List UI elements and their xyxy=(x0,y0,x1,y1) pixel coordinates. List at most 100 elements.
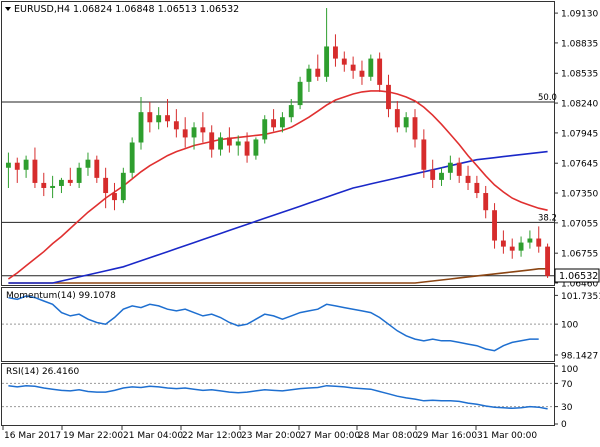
candle-body xyxy=(5,162,11,168)
price-tick-label: 1.08535 xyxy=(561,70,598,80)
current-price-box xyxy=(554,268,600,283)
ohlc-text: 1.06824 1.06848 1.06513 1.06532 xyxy=(73,4,239,15)
dropdown-triangle-icon[interactable] xyxy=(5,7,11,11)
fib-level-label: 38.2 xyxy=(538,213,557,223)
fib-level-label: 50.0 xyxy=(538,93,557,103)
candle-body xyxy=(103,177,109,194)
candle-body xyxy=(173,121,179,130)
momentum-tick-label: 98.1427 xyxy=(561,351,598,361)
candle-body xyxy=(253,139,259,156)
candle-body xyxy=(191,127,197,138)
sma-fast-line xyxy=(7,90,548,280)
time-tick-label: 21 Mar 04:00 xyxy=(123,431,183,441)
candle-body xyxy=(14,162,20,170)
rsi-pane-frame xyxy=(1,363,555,426)
candle-body xyxy=(359,70,365,77)
price-tick-label: 1.07645 xyxy=(561,160,598,170)
time-tick-label: 27 Mar 00:00 xyxy=(300,431,360,441)
candle-body xyxy=(235,141,241,146)
candle-body xyxy=(341,58,347,65)
time-tick-label: 29 Mar 16:00 xyxy=(417,431,477,441)
candle-body xyxy=(41,182,47,188)
time-tick-label: 28 Mar 08:00 xyxy=(358,431,418,441)
time-tick-label: 22 Mar 12:00 xyxy=(182,431,242,441)
candle-body xyxy=(324,46,330,77)
rsi-tick-label: 0 xyxy=(561,420,567,430)
candle-body xyxy=(394,109,400,128)
candle-body xyxy=(518,242,524,251)
current-price-label: 1.06532 xyxy=(559,271,598,282)
candle-body xyxy=(288,105,294,118)
candle-body xyxy=(333,46,338,59)
candle-body xyxy=(456,162,462,176)
candle-body xyxy=(209,132,215,150)
candle-body xyxy=(377,58,383,85)
candle-body xyxy=(226,137,232,146)
candle-body xyxy=(412,117,418,140)
candle-body xyxy=(120,172,126,201)
candle-body xyxy=(50,185,56,188)
candle-body xyxy=(465,175,471,183)
candle-body xyxy=(421,139,427,170)
candle-body xyxy=(271,119,277,128)
candle-body xyxy=(244,141,250,156)
candle-body xyxy=(23,159,29,170)
candle-body xyxy=(483,193,489,211)
price-pane-frame xyxy=(1,1,555,286)
candle-body xyxy=(297,81,303,106)
candle-body xyxy=(156,115,162,123)
price-tick-label: 1.06460 xyxy=(561,280,598,290)
candle-body xyxy=(112,193,117,201)
candle-body xyxy=(165,115,170,122)
momentum-tick-label: 101.7351 xyxy=(561,292,600,302)
candle-body xyxy=(545,246,551,276)
candle-body xyxy=(492,210,497,241)
price-tick-label: 1.06755 xyxy=(561,250,598,260)
candle-body xyxy=(94,159,100,178)
candle-body xyxy=(315,68,321,77)
candle-body xyxy=(279,117,285,128)
time-tick-label: 31 Mar 00:00 xyxy=(477,431,537,441)
time-tick-label: 19 Mar 22:00 xyxy=(63,431,123,441)
sma-slow-line xyxy=(8,268,548,284)
candle-body xyxy=(182,129,188,138)
time-tick-label: 23 Mar 20:00 xyxy=(241,431,301,441)
candle-body xyxy=(403,117,409,128)
candle-body xyxy=(67,179,73,183)
candle-body xyxy=(430,169,436,180)
candle-body xyxy=(59,179,64,186)
time-tick-label: 16 Mar 2017 xyxy=(4,431,61,441)
candle-body xyxy=(474,182,480,194)
price-tick-label: 1.08835 xyxy=(561,39,598,49)
candle-body xyxy=(350,64,356,71)
candle-body xyxy=(138,112,144,143)
rsi-tick-label: 30 xyxy=(561,403,573,413)
candle-body xyxy=(262,119,268,140)
symbol-label: EURUSD,H4 xyxy=(14,4,70,15)
candle-body xyxy=(447,162,453,173)
candle-body xyxy=(500,240,506,247)
candle-body xyxy=(306,68,312,82)
rsi-title: RSI(14) 26.4160 xyxy=(6,367,79,377)
candle-body xyxy=(536,238,542,247)
rsi-tick-label: 100 xyxy=(561,365,578,375)
candle-body xyxy=(439,172,444,180)
candle-body xyxy=(85,159,91,168)
price-tick-label: 1.08240 xyxy=(561,100,598,110)
momentum-line xyxy=(8,295,539,352)
price-tick-label: 1.07055 xyxy=(561,219,598,229)
candle-body xyxy=(386,84,391,110)
price-tick-label: 1.07350 xyxy=(561,190,598,200)
candle-body xyxy=(368,58,374,77)
candle-body xyxy=(527,238,533,243)
rsi-tick-label: 70 xyxy=(561,380,573,390)
rsi-line xyxy=(8,384,548,410)
momentum-tick-label: 100 xyxy=(561,321,578,331)
candle-body xyxy=(76,167,82,183)
price-tick-label: 1.09130 xyxy=(561,10,598,20)
momentum-title: Momentum(14) 99.1078 xyxy=(6,291,116,301)
price-tick-label: 1.07945 xyxy=(561,129,598,139)
candle-body xyxy=(129,142,135,173)
